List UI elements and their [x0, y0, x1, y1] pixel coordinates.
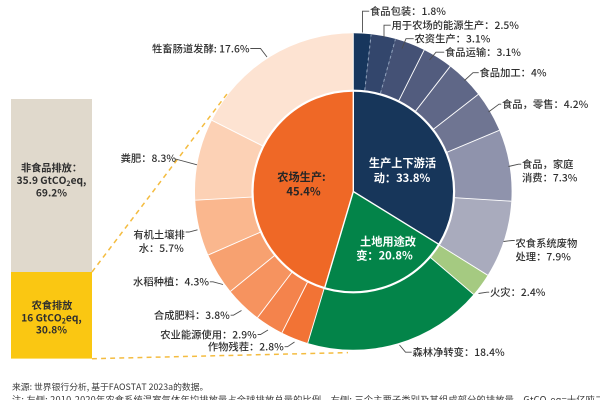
svg-text:变：20.8%: 变：20.8%: [356, 247, 413, 263]
svg-text:动：33.8%: 动：33.8%: [374, 170, 431, 186]
svg-text:消费：7.3%: 消费：7.3%: [522, 170, 578, 185]
svg-text:注: 左侧: 2010-2020年农食系统温室气体年均排放量: 注: 左侧: 2010-2020年农食系统温室气体年均排放量占全球排放总量的比例…: [12, 392, 600, 400]
svg-text:土地用途改: 土地用途改: [360, 234, 416, 250]
svg-text:用于农场的能源生产：2.5%: 用于农场的能源生产：2.5%: [392, 17, 520, 32]
svg-text:食品，家庭: 食品，家庭: [522, 156, 573, 171]
svg-text:食品，零售：4.2%: 食品，零售：4.2%: [502, 96, 589, 111]
svg-text:水稻种植：4.3%: 水稻种植：4.3%: [133, 274, 209, 289]
svg-text:牲畜肠道发酵: 17.6%: 牲畜肠道发酵: 17.6%: [152, 40, 250, 55]
svg-text:农业能源使用：2.9%: 农业能源使用：2.9%: [160, 326, 257, 341]
svg-text:生产上下游活: 生产上下游活: [369, 155, 436, 171]
svg-text:森林净转变：18.4%: 森林净转变：18.4%: [413, 344, 505, 359]
svg-text:16 GtCO2eq,: 16 GtCO2eq,: [21, 309, 81, 326]
svg-text:合成肥料：3.8%: 合成肥料：3.8%: [154, 307, 230, 322]
svg-text:有机土壤排: 有机土壤排: [133, 226, 184, 241]
svg-text:农资生产：3.1%: 农资生产：3.1%: [415, 31, 491, 46]
svg-text:45.4%: 45.4%: [286, 184, 320, 200]
svg-text:食品运输：3.1%: 食品运输：3.1%: [445, 44, 521, 59]
svg-text:非食品排放：: 非食品排放：: [21, 159, 82, 174]
svg-text:粪肥：8.3%: 粪肥：8.3%: [121, 150, 177, 165]
svg-text:农场生产:: 农场生产:: [277, 169, 325, 185]
svg-text:农食系统废物: 农食系统废物: [516, 235, 578, 250]
svg-text:来源: 世界银行分析, 基于FAOSTAT 2023a的数据: 来源: 世界银行分析, 基于FAOSTAT 2023a的数据。: [12, 380, 208, 393]
svg-text:69.2%: 69.2%: [36, 185, 67, 200]
svg-text:30.8%: 30.8%: [36, 322, 67, 337]
svg-text:水：5.7%: 水：5.7%: [139, 240, 184, 255]
svg-text:作物残茬：2.8%: 作物残茬：2.8%: [208, 339, 284, 354]
svg-text:火灾：2.4%: 火灾：2.4%: [490, 284, 546, 299]
svg-text:食品包装：1.8%: 食品包装：1.8%: [370, 3, 446, 18]
svg-text:农食排放: 农食排放: [32, 297, 74, 312]
svg-text:食品加工：4%: 食品加工：4%: [480, 65, 547, 80]
svg-text:处理：7.9%: 处理：7.9%: [516, 249, 572, 264]
